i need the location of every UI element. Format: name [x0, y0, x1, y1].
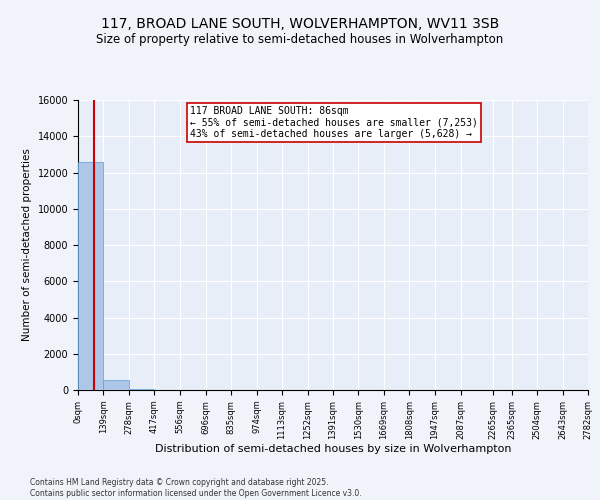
Bar [78, 162, 103, 390]
Text: 117, BROAD LANE SOUTH, WOLVERHAMPTON, WV11 3SB: 117, BROAD LANE SOUTH, WOLVERHAMPTON, WV… [101, 18, 499, 32]
Y-axis label: Number of semi-detached properties: Number of semi-detached properties [22, 148, 32, 342]
Bar [103, 380, 129, 390]
X-axis label: Distribution of semi-detached houses by size in Wolverhampton: Distribution of semi-detached houses by … [155, 444, 511, 454]
Text: Size of property relative to semi-detached houses in Wolverhampton: Size of property relative to semi-detach… [97, 32, 503, 46]
Bar [129, 389, 154, 390]
Text: 117 BROAD LANE SOUTH: 86sqm
← 55% of semi-detached houses are smaller (7,253)
43: 117 BROAD LANE SOUTH: 86sqm ← 55% of sem… [190, 106, 478, 139]
Text: Contains HM Land Registry data © Crown copyright and database right 2025.
Contai: Contains HM Land Registry data © Crown c… [30, 478, 362, 498]
